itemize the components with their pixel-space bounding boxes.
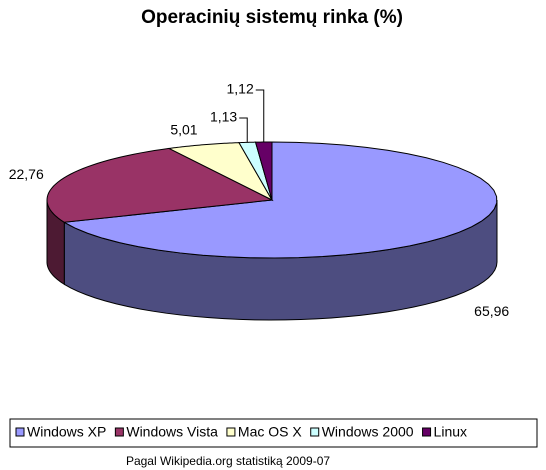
- value-label: 1,12: [227, 81, 254, 97]
- value-label: 1,13: [210, 109, 237, 125]
- legend-swatch: [114, 427, 124, 437]
- pie: 65,96 22,76 5,01 1,13 1,12: [9, 81, 509, 321]
- slice: [46, 147, 274, 223]
- value-label: 65,96: [474, 303, 509, 319]
- slice: [167, 142, 274, 202]
- legend-swatch: [226, 427, 236, 437]
- value-label: 22,76: [9, 166, 44, 182]
- footnote: Pagal Wikipedia.org statistiką 2009-07: [126, 454, 330, 468]
- legend-label: Windows Vista: [126, 424, 218, 440]
- legend-box: [9, 418, 538, 448]
- slice: [254, 141, 273, 201]
- value-label: 5,01: [170, 122, 197, 138]
- legend-label: Mac OS X: [238, 424, 302, 440]
- legend-swatch: [422, 427, 432, 437]
- leader-line: [239, 117, 248, 143]
- legend-swatch: [310, 427, 320, 437]
- slice: [62, 141, 498, 259]
- legend-label: Linux: [434, 424, 467, 440]
- legend-label: Windows XP: [27, 424, 106, 440]
- chart-title: Operacinių sistemų rinka (%): [141, 7, 403, 28]
- legend-label: Windows 2000: [322, 424, 414, 440]
- legend-swatch: [15, 427, 25, 437]
- leader-line: [255, 89, 265, 143]
- legend: Windows XP Windows Vista Mac OS X Windows 2…: [15, 424, 467, 440]
